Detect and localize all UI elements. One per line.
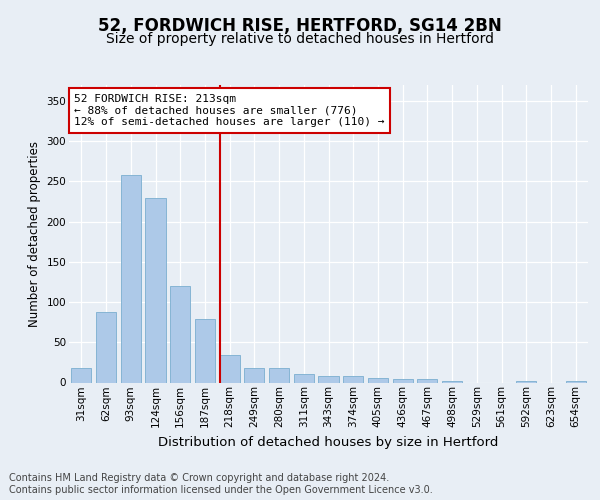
X-axis label: Distribution of detached houses by size in Hertford: Distribution of detached houses by size …	[158, 436, 499, 448]
Bar	[121, 175, 141, 382]
Text: 52, FORDWICH RISE, HERTFORD, SG14 2BN: 52, FORDWICH RISE, HERTFORD, SG14 2BN	[98, 18, 502, 36]
Text: 52 FORDWICH RISE: 213sqm
← 88% of detached houses are smaller (776)
12% of semi-: 52 FORDWICH RISE: 213sqm ← 88% of detach…	[74, 94, 385, 127]
Bar	[368, 378, 388, 382]
Bar	[516, 381, 536, 382]
Bar	[269, 368, 289, 382]
Bar	[417, 380, 437, 382]
Bar	[442, 381, 462, 382]
Y-axis label: Number of detached properties: Number of detached properties	[28, 141, 41, 327]
Text: Contains HM Land Registry data © Crown copyright and database right 2024.
Contai: Contains HM Land Registry data © Crown c…	[9, 474, 433, 495]
Bar	[96, 312, 116, 382]
Bar	[71, 368, 91, 382]
Bar	[145, 198, 166, 382]
Bar	[170, 286, 190, 382]
Bar	[293, 374, 314, 382]
Bar	[195, 319, 215, 382]
Bar	[319, 376, 338, 382]
Bar	[566, 381, 586, 382]
Bar	[343, 376, 364, 382]
Text: Size of property relative to detached houses in Hertford: Size of property relative to detached ho…	[106, 32, 494, 46]
Bar	[244, 368, 265, 382]
Bar	[220, 355, 240, 382]
Bar	[392, 380, 413, 382]
